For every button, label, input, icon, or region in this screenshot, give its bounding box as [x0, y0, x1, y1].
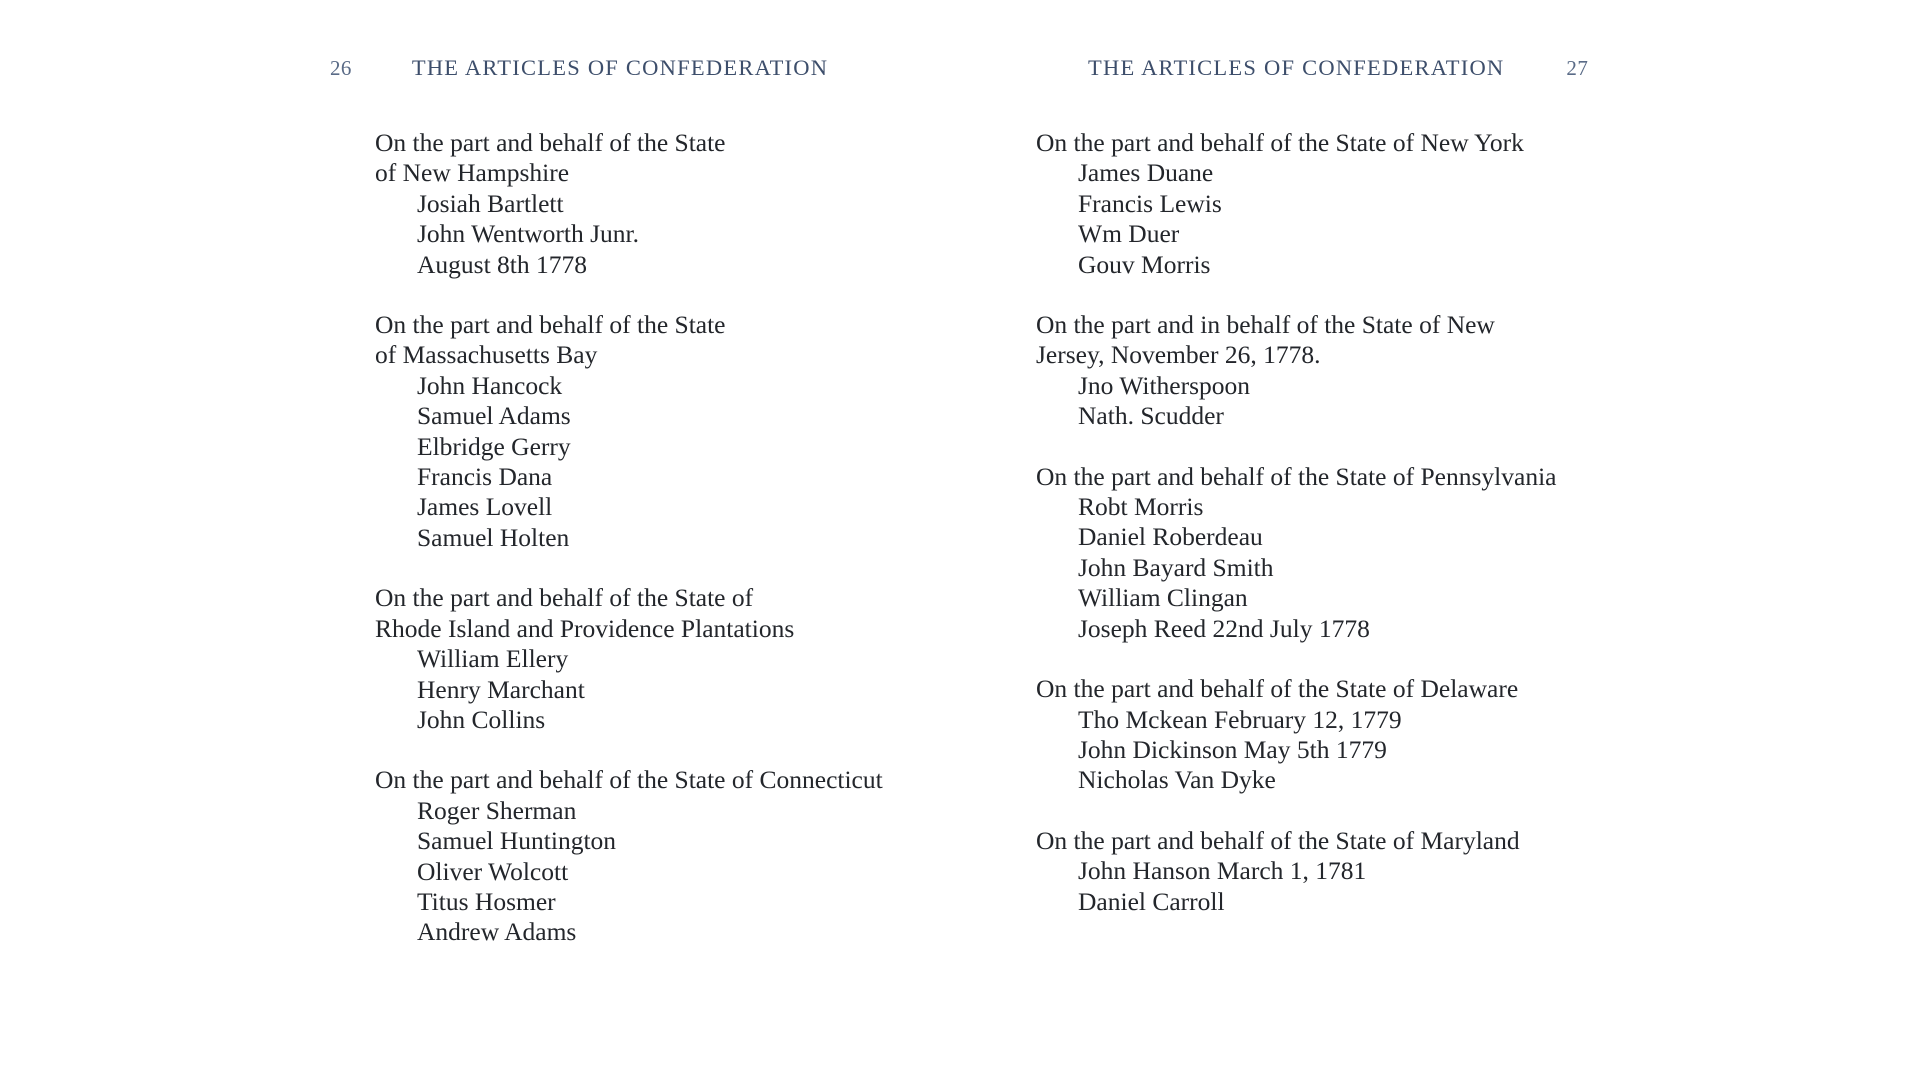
signature-block: On the part and behalf of the State of Ma…: [375, 310, 1015, 553]
signatory-name: Tho Mckean February 12, 1779: [1078, 704, 1402, 734]
signatory-name: John Wentworth Junr.: [417, 219, 640, 249]
signatory-name: John Hanson March 1, 1781: [1078, 856, 1367, 886]
page-body-verso: On the part and behalf of the State of Ne…: [375, 128, 1015, 948]
signatory-name: Daniel Roberdeau: [1078, 522, 1263, 552]
signatory-name: Roger Sherman: [417, 795, 577, 825]
signatory-name: Nicholas Van Dyke: [1078, 765, 1276, 795]
signature-block: On the part and in behalf of the State o…: [1036, 310, 1676, 432]
running-head-verso: 26 THE ARTICLES OF CONFEDERATION: [330, 55, 850, 85]
signatory-name: John Hancock: [417, 370, 563, 400]
signatory-name: Josiah Bartlett: [417, 188, 564, 218]
signature-block: On the part and behalf of the State of Rh…: [375, 583, 1015, 735]
signature-block: On the part and behalf of the State of P…: [1036, 462, 1676, 644]
signatory-name: William Ellery: [417, 644, 569, 674]
signatory-name: August 8th 1778: [417, 249, 588, 279]
signature-block-heading-line: On the part and in behalf of the State o…: [1036, 310, 1495, 340]
signature-block-heading-line: On the part and behalf of the State of N…: [1036, 128, 1524, 157]
signatory-name: Samuel Huntington: [417, 826, 617, 856]
signatory-name: John Bayard Smith: [1078, 552, 1274, 582]
signatory-name: Jno Witherspoon: [1078, 370, 1251, 400]
signatory-name: Francis Lewis: [1078, 188, 1222, 218]
signature-block-heading-line: On the part and behalf of the State: [375, 310, 726, 340]
signatory-name: John Collins: [417, 704, 546, 734]
signatory-name: Robt Morris: [1078, 492, 1204, 522]
signatory-name: Samuel Holten: [417, 522, 570, 552]
signatory-name: Francis Dana: [417, 462, 553, 492]
signature-block: On the part and behalf of the State of C…: [375, 765, 1015, 947]
running-head-title-verso: THE ARTICLES OF CONFEDERATION: [411, 55, 829, 80]
signature-block-heading-line: Rhode Island and Providence Plantations: [375, 613, 795, 643]
signatory-name: James Duane: [1078, 158, 1214, 188]
signatory-name: Oliver Wolcott: [417, 856, 569, 886]
signature-block: On the part and behalf of the State of D…: [1036, 674, 1676, 796]
signature-block: On the part and behalf of the State of M…: [1036, 826, 1676, 917]
signatory-name: Samuel Adams: [417, 401, 571, 431]
signatory-name: William Clingan: [1078, 583, 1248, 613]
signature-block: On the part and behalf of the State of N…: [1036, 128, 1676, 280]
signature-block-heading-line: On the part and behalf of the State: [375, 128, 726, 157]
signature-block-heading-line: of Massachusetts Bay: [375, 340, 598, 370]
signature-block-heading-line: On the part and behalf of the State of: [375, 583, 754, 613]
page-body-recto: On the part and behalf of the State of N…: [1036, 128, 1676, 917]
signatory-name: Elbridge Gerry: [417, 431, 571, 461]
page-number-recto: 27: [1566, 56, 1589, 80]
signatory-name: John Dickinson May 5th 1779: [1078, 734, 1387, 764]
signature-block-heading-line: On the part and behalf of the State of P…: [1036, 461, 1557, 491]
signatory-name: Gouv Morris: [1078, 249, 1211, 279]
running-head-title-recto: THE ARTICLES OF CONFEDERATION: [1088, 55, 1505, 80]
signatory-name: Wm Duer: [1078, 219, 1180, 249]
signatory-name: Andrew Adams: [417, 917, 577, 947]
signatory-name: Daniel Carroll: [1078, 886, 1225, 916]
signatory-name: Joseph Reed 22nd July 1778: [1078, 613, 1370, 643]
signature-block-heading-line: On the part and behalf of the State of D…: [1036, 674, 1519, 704]
signature-block-heading-line: On the part and behalf of the State of C…: [375, 765, 883, 795]
signatory-name: James Lovell: [417, 492, 553, 522]
signatory-name: Nath. Scudder: [1078, 401, 1224, 431]
page-number-verso: 26: [330, 56, 352, 80]
signature-block: On the part and behalf of the State of Ne…: [375, 128, 1015, 280]
signature-block-heading-line: On the part and behalf of the State of M…: [1036, 825, 1520, 855]
signature-block-heading-line: of New Hampshire: [375, 158, 570, 188]
signatory-name: Henry Marchant: [417, 674, 585, 704]
running-head-recto: THE ARTICLES OF CONFEDERATION 27: [1088, 55, 1618, 85]
signatory-name: Titus Hosmer: [417, 886, 556, 916]
signature-block-heading-line: Jersey, November 26, 1778.: [1036, 340, 1321, 370]
